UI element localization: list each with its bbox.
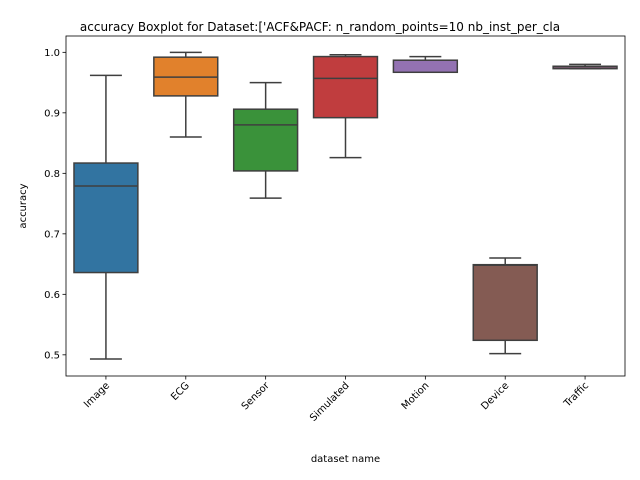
box-motion <box>392 55 459 74</box>
y-tick-label: 0.9 <box>44 108 60 119</box>
box-device <box>472 257 538 355</box>
box-image <box>73 74 139 360</box>
y-tick-label: 0.6 <box>44 290 60 301</box>
box-body <box>73 162 139 274</box>
x-axis-title: dataset name <box>311 454 380 465</box>
box-body <box>472 263 538 342</box>
box-body <box>232 108 299 172</box>
x-tick-label: Image <box>82 380 112 410</box>
box-traffic <box>552 63 618 70</box>
y-tick-label: 0.5 <box>44 350 60 361</box>
y-tick-label: 0.8 <box>44 169 60 180</box>
box-body <box>392 59 459 74</box>
box-simulated <box>312 54 379 159</box>
y-axis: 0.5 0.6 0.7 0.8 0.9 1.0 <box>44 48 66 361</box>
x-axis: Image ECG Sensor Simulated Motion Device Traff… <box>82 376 591 424</box>
y-axis-title: accuracy <box>18 183 29 228</box>
x-tick-label: Simulated <box>308 380 352 424</box>
box-ecg <box>153 51 219 138</box>
x-tick-label: ECG <box>169 380 192 403</box>
x-tick-label: Sensor <box>240 380 273 413</box>
y-tick-label: 0.7 <box>44 229 60 240</box>
box-sensor <box>232 81 299 199</box>
box-body <box>312 55 379 119</box>
chart-title: accuracy Boxplot for Dataset:['ACF&PACF:… <box>80 20 560 34</box>
plot-area <box>73 51 618 360</box>
x-tick-label: Device <box>479 380 511 412</box>
x-tick-label: Traffic <box>561 380 591 410</box>
y-tick-label: 1.0 <box>44 48 60 59</box>
x-tick-label: Motion <box>400 380 432 412</box>
